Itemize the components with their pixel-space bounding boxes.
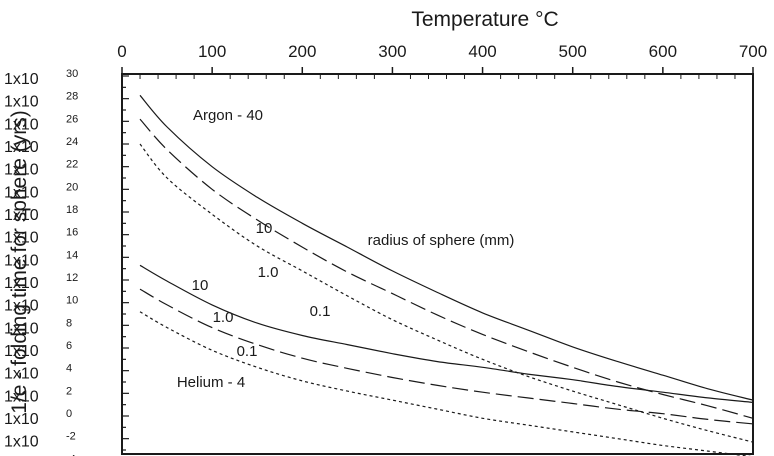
x-tick-label: 700 [739, 42, 767, 61]
y-tick-label: 1x10 [4, 139, 39, 156]
y-tick-exponent: 14 [66, 249, 78, 261]
y-tick-exponent: -4 [66, 453, 76, 456]
y-tick-exponent: 2 [66, 385, 72, 397]
y-tick-label: 1x10 [4, 298, 39, 315]
y-tick-label: 1x10 [4, 230, 39, 247]
y-tick-exponent: 10 [66, 295, 78, 307]
series-line-helium-10 [139, 264, 754, 403]
x-axis-title: Temperature °C [411, 8, 558, 31]
plot-frame [121, 73, 754, 455]
y-tick-label: 1x10 [4, 94, 39, 111]
y-tick-exponent: 8 [66, 317, 72, 329]
label-argon-01: 0.1 [310, 303, 331, 320]
label-argon-1: 1.0 [258, 264, 279, 281]
y-tick-label: 1x10 [4, 366, 39, 383]
y-tick-exponent: 18 [66, 204, 78, 216]
y-tick-label: 1x10 [4, 184, 39, 201]
y-tick-exponent: 24 [66, 136, 78, 148]
x-tick-label: 100 [198, 42, 226, 61]
y-tick-label: 1x10 [4, 116, 39, 133]
y-tick-label: 1x10 [4, 275, 39, 292]
y-tick-label: 1x10 [4, 252, 39, 269]
y-tick-exponent: 12 [66, 272, 78, 284]
label-helium-1: 1.0 [213, 309, 234, 326]
y-tick-label: 1x10 [4, 71, 39, 88]
label-helium-01: 0.1 [237, 343, 258, 360]
y-tick-label: 1x10 [4, 388, 39, 405]
series-line-argon-10 [139, 94, 754, 401]
y-tick-label: 1x10 [4, 207, 39, 224]
y-tick-label: 1x10 [4, 343, 39, 360]
annotation-argon: Argon - 40 [193, 107, 263, 124]
series-line-helium-1_0 [139, 288, 754, 425]
annotation-helium: Helium - 4 [177, 374, 245, 391]
x-tick-label: 600 [649, 42, 677, 61]
x-tick-label: 200 [288, 42, 316, 61]
y-tick-label: 1x10 [4, 411, 39, 428]
series-line-argon-0_1 [139, 143, 754, 443]
label-argon-10: 10 [256, 220, 273, 237]
annotation-radius: radius of sphere (mm) [368, 232, 515, 249]
y-tick-exponent: 28 [66, 91, 78, 103]
series-line-helium-0_1 [139, 311, 752, 456]
x-tick-label: 400 [468, 42, 496, 61]
y-tick-exponent: 26 [66, 113, 78, 125]
x-tick-label: 500 [559, 42, 587, 61]
y-tick-exponent: -2 [66, 431, 76, 443]
y-tick-exponent: 16 [66, 227, 78, 239]
y-tick-label: 1x10 [4, 320, 39, 337]
label-helium-10: 10 [192, 277, 209, 294]
y-tick-exponent: 20 [66, 181, 78, 193]
y-tick-exponent: 0 [66, 408, 72, 420]
y-tick-exponent: 4 [66, 363, 72, 375]
x-tick-label: 300 [378, 42, 406, 61]
y-axis-title: 1/e - folding time for sphere (yrs) [8, 110, 31, 413]
y-tick-exponent: 22 [66, 159, 78, 171]
y-tick-label: 1x10 [4, 434, 39, 451]
x-tick-label: 0 [117, 42, 126, 61]
y-tick-exponent: 30 [66, 68, 78, 80]
y-tick-label: 1x10 [4, 162, 39, 179]
y-tick-exponent: 6 [66, 340, 72, 352]
